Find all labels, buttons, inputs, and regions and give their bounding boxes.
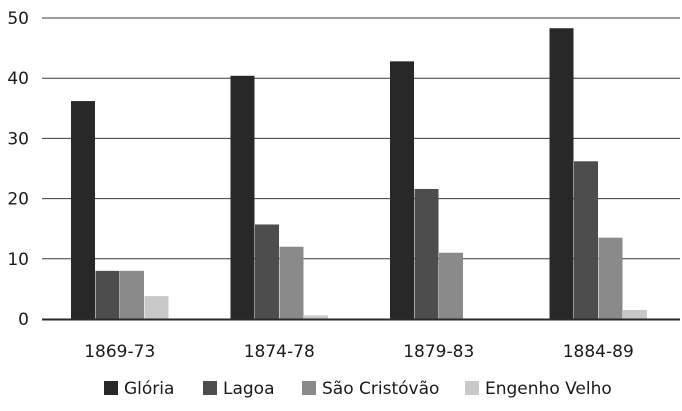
bar-engenho-velho-1884-89 — [623, 309, 647, 319]
bar-gl-ria-1879-83 — [390, 61, 414, 320]
x-tick-label: 1869-73 — [84, 342, 155, 362]
bar-s-o-crist-v-o-1879-83 — [439, 252, 463, 319]
bar-lagoa-1869-73 — [95, 270, 120, 319]
legend-swatch — [465, 381, 479, 395]
bar-lagoa-1879-83 — [414, 188, 439, 319]
bar-engenho-velho-1869-73 — [144, 296, 169, 319]
legend-label: São Cristóvão — [322, 379, 439, 399]
legend-item: Lagoa — [203, 379, 275, 399]
x-tick-label: 1884-89 — [563, 342, 634, 362]
y-tick-label: 30 — [7, 129, 29, 149]
bar-gl-ria-1884-89 — [549, 28, 574, 319]
legend-item: São Cristóvão — [302, 379, 439, 399]
gridlines — [42, 17, 680, 260]
legend-item: Engenho Velho — [465, 379, 612, 399]
legend-label: Lagoa — [223, 379, 275, 399]
legend-item: Glória — [104, 379, 174, 399]
bar-s-o-crist-v-o-1874-78 — [279, 246, 304, 319]
legend-swatch — [203, 381, 217, 395]
bar-lagoa-1884-89 — [574, 161, 598, 319]
legend: Glória Lagoa São Cristóvão Engenho Velho — [104, 379, 612, 399]
legend-label: Engenho Velho — [485, 379, 612, 399]
bar-s-o-crist-v-o-1884-89 — [598, 237, 623, 319]
bar-gl-ria-1869-73 — [71, 101, 95, 320]
legend-swatch — [104, 381, 118, 395]
y-tick-label: 20 — [7, 190, 29, 210]
y-tick-label: 0 — [18, 310, 29, 330]
y-tick-label: 50 — [7, 9, 29, 29]
y-tick-label: 40 — [7, 69, 29, 89]
y-tick-label: 10 — [7, 250, 29, 270]
axes: 0 10 20 30 40 50 1869-73 1874-78 1879-83 1884-89 — [7, 9, 680, 362]
x-tick-label: 1874-78 — [244, 342, 315, 362]
bar-s-o-crist-v-o-1869-73 — [120, 270, 144, 319]
bar-engenho-velho-1874-78 — [304, 315, 328, 319]
legend-swatch — [302, 381, 316, 395]
bars — [71, 28, 647, 320]
legend-label: Glória — [124, 379, 174, 399]
bar-lagoa-1874-78 — [255, 224, 279, 319]
bar-gl-ria-1874-78 — [230, 75, 255, 320]
x-tick-label: 1879-83 — [403, 342, 474, 362]
